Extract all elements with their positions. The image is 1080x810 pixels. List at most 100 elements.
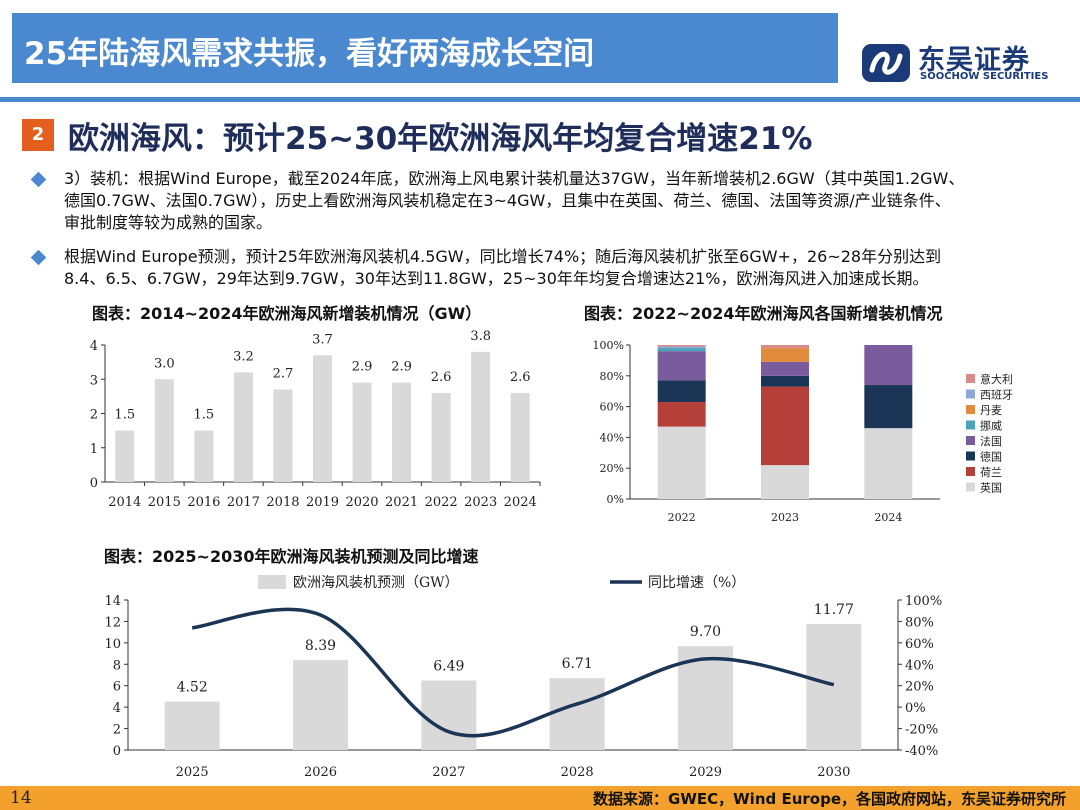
x-tick-label: 2018 bbox=[266, 495, 299, 510]
legend-swatch bbox=[966, 420, 975, 430]
y-right-tick-label: 80% bbox=[905, 615, 934, 630]
forecast-bar bbox=[549, 678, 605, 750]
soochow-logo bbox=[862, 44, 910, 82]
footer-bar bbox=[0, 786, 1080, 810]
y-left-tick-label: 8 bbox=[113, 658, 121, 673]
bar-value-label: 2.9 bbox=[391, 360, 412, 375]
bar-value-label: 1.5 bbox=[194, 408, 215, 423]
y-tick-label: 100% bbox=[593, 339, 624, 352]
y-tick-label: 4 bbox=[90, 339, 98, 354]
bar-value-label: 2.9 bbox=[352, 360, 373, 375]
stack-segment bbox=[657, 426, 706, 499]
bar-value-label: 1.5 bbox=[114, 408, 135, 423]
bullet-2-line: 根据Wind Europe预测，预计25年欧洲海风装机4.5GW，同比增长74%… bbox=[64, 247, 942, 266]
x-tick-label: 2029 bbox=[689, 765, 722, 780]
legend-label: 德国 bbox=[980, 450, 1002, 464]
chart-1-caption: 图表：2014~2024年欧洲海风新增装机情况（GW） bbox=[92, 304, 482, 323]
y-left-tick-label: 0 bbox=[113, 744, 121, 759]
forecast-bar bbox=[421, 680, 477, 750]
bar-value-label: 3.7 bbox=[312, 332, 333, 347]
legend-swatch-bars bbox=[258, 575, 286, 589]
x-tick-label: 2022 bbox=[425, 495, 458, 510]
bar-value-label: 3.0 bbox=[154, 356, 175, 371]
y-right-tick-label: 40% bbox=[905, 658, 934, 673]
data-source: 数据来源：GWEC，Wind Europe，各国政府网站，东吴证券研究所 bbox=[593, 790, 1066, 808]
y-tick-label: 0% bbox=[607, 493, 624, 506]
y-right-tick-label: 0% bbox=[905, 701, 926, 716]
bar bbox=[154, 379, 174, 482]
forecast-bar bbox=[806, 623, 862, 750]
x-tick-label: 2030 bbox=[817, 765, 850, 780]
forecast-bar bbox=[293, 660, 348, 750]
y-tick-label: 2 bbox=[90, 408, 98, 423]
y-right-tick-label: 60% bbox=[905, 637, 934, 652]
section-number-badge: 2 bbox=[22, 119, 54, 151]
y-tick-label: 60% bbox=[600, 401, 624, 414]
legend-swatch bbox=[966, 467, 975, 476]
bullet-paragraph-2: 根据Wind Europe预测，预计25年欧洲海风装机4.5GW，同比增长74%… bbox=[64, 246, 941, 290]
x-tick-label: 2024 bbox=[874, 511, 902, 524]
y-tick-label: 1 bbox=[90, 442, 98, 457]
y-left-tick-label: 6 bbox=[113, 680, 121, 695]
legend-label: 法国 bbox=[980, 434, 1002, 448]
x-tick-label: 2017 bbox=[227, 495, 260, 510]
bar bbox=[233, 372, 253, 482]
stack-segment bbox=[657, 401, 706, 427]
stack-segment bbox=[761, 345, 809, 349]
y-right-tick-label: -40% bbox=[905, 744, 938, 759]
stack-segment bbox=[761, 465, 809, 499]
bar bbox=[431, 392, 451, 482]
annual-installations-chart: 0 1 2 3 4 1.5 2014 3.0 2015 1.5 2016 3.2 2017 2.7 2018… bbox=[90, 330, 541, 510]
bar-value-label: 6.49 bbox=[433, 658, 464, 674]
forecast-bar bbox=[164, 701, 220, 750]
stack-segment bbox=[864, 428, 913, 499]
y-right-tick-label: 20% bbox=[905, 680, 934, 695]
x-tick-label: 2024 bbox=[504, 495, 537, 510]
bullet-1-line: 3）装机：根据Wind Europe，截至2024年底，欧洲海上风电累计装机量达… bbox=[64, 169, 965, 188]
y-tick-label: 20% bbox=[600, 462, 624, 475]
x-tick-label: 2021 bbox=[385, 495, 418, 510]
bar-value-label: 9.70 bbox=[690, 624, 721, 640]
x-tick-label: 2015 bbox=[148, 495, 181, 510]
bar bbox=[510, 392, 530, 482]
bar bbox=[273, 389, 293, 482]
bullet-1-line: 审批制度等较为成熟的国家。 bbox=[64, 213, 273, 232]
stack-segment bbox=[657, 348, 706, 352]
brand-name-en: SOOCHOW SECURITIES bbox=[920, 71, 1049, 82]
y-tick-label: 0 bbox=[90, 476, 98, 491]
bar-value-label: 3.2 bbox=[233, 349, 254, 364]
legend-label: 丹麦 bbox=[980, 404, 1002, 417]
y-left-tick-label: 4 bbox=[113, 701, 121, 716]
legend-label: 荷兰 bbox=[980, 466, 1002, 479]
x-tick-label: 2026 bbox=[304, 765, 337, 780]
bar bbox=[115, 430, 135, 482]
legend-label-bars: 欧洲海风装机预测（GW） bbox=[293, 575, 459, 591]
y-left-tick-label: 14 bbox=[104, 594, 121, 609]
y-right-tick-label: 100% bbox=[905, 594, 942, 609]
chart-2-caption: 图表：2022~2024年欧洲海风各国新增装机情况 bbox=[584, 304, 943, 323]
country-share-chart: 0% 20% 40% 60% 80% 100% 2022 2023 2024 意大利西班牙丹麦挪威… bbox=[593, 339, 1013, 524]
page-title: 25年陆海风需求共振，看好两海成长空间 bbox=[24, 36, 595, 72]
bar bbox=[392, 382, 412, 482]
stack-segment bbox=[761, 386, 809, 466]
bar bbox=[313, 355, 332, 482]
y-tick-label: 40% bbox=[600, 431, 624, 444]
y-tick-label: 80% bbox=[600, 370, 624, 383]
y-left-tick-label: 2 bbox=[113, 723, 121, 738]
x-tick-label: 2025 bbox=[176, 765, 209, 780]
legend-swatch bbox=[966, 482, 975, 492]
x-tick-label: 2019 bbox=[306, 495, 339, 510]
stack-segment bbox=[657, 380, 706, 402]
bullet-diamond-icon bbox=[30, 249, 47, 266]
legend-swatch bbox=[966, 436, 975, 445]
header-band bbox=[12, 13, 838, 83]
bar-value-label: 3.8 bbox=[470, 330, 491, 344]
stack-segment bbox=[761, 348, 809, 362]
x-tick-label: 2020 bbox=[345, 495, 378, 510]
bar bbox=[352, 382, 372, 482]
y-left-tick-label: 10 bbox=[104, 637, 121, 652]
x-tick-label: 2023 bbox=[464, 495, 497, 510]
x-tick-label: 2023 bbox=[771, 511, 799, 524]
bar-value-label: 4.52 bbox=[177, 680, 208, 696]
bullet-diamond-icon bbox=[30, 171, 47, 188]
